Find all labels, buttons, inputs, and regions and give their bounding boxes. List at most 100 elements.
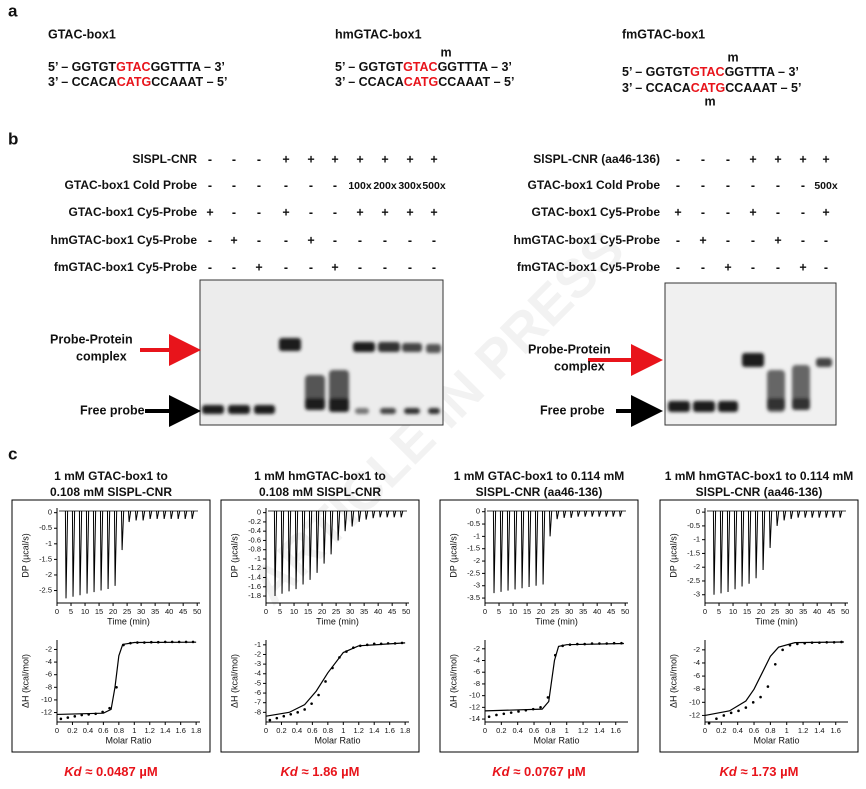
x-tick-label: 0.4 bbox=[732, 726, 742, 735]
injection-peak bbox=[747, 510, 752, 584]
injection-peak bbox=[273, 510, 278, 597]
lane-cell: - bbox=[284, 178, 288, 192]
injection-peak bbox=[797, 510, 801, 518]
data-point bbox=[296, 711, 299, 714]
x-tick-label: 1.2 bbox=[354, 726, 364, 735]
data-point bbox=[751, 701, 755, 704]
sequence-part: CATG bbox=[117, 75, 152, 89]
data-point bbox=[539, 706, 542, 709]
x-tick-label: 40 bbox=[593, 607, 601, 616]
fit-curve bbox=[484, 642, 624, 712]
kd-value: ≈ 0.0487 µM bbox=[82, 764, 158, 779]
injection-peak bbox=[113, 510, 118, 586]
data-point bbox=[509, 711, 513, 714]
x-tick-label: 45 bbox=[179, 607, 187, 616]
methyl-mark: m bbox=[704, 94, 715, 108]
x-tick-label: 1 bbox=[785, 726, 789, 735]
y-tick-label: -6 bbox=[254, 688, 261, 697]
x-tick-label: 1.6 bbox=[831, 726, 841, 735]
row-label: SlSPL-CNR (aa46-136) bbox=[533, 152, 660, 166]
injection-peak bbox=[71, 510, 76, 597]
y-tick-label: -1.8 bbox=[248, 591, 261, 600]
sequence: 3’ – CCACACATGCCAAAT – 5’ bbox=[48, 75, 227, 89]
x-tick-label: 0.8 bbox=[323, 726, 333, 735]
lane-cell: + bbox=[381, 205, 388, 219]
injection-peak bbox=[294, 510, 299, 590]
injection-peak bbox=[584, 510, 588, 517]
x-tick-label: 0 bbox=[264, 607, 268, 616]
injection-peak bbox=[92, 510, 97, 593]
y-tick-label: -12 bbox=[689, 710, 700, 719]
y-tick-label: -8 bbox=[693, 684, 700, 693]
data-point bbox=[275, 716, 279, 720]
injection-peak bbox=[492, 510, 497, 594]
x-tick-label: 0.6 bbox=[98, 726, 108, 735]
x-tick-label: 30 bbox=[137, 607, 145, 616]
lane-cell: - bbox=[776, 178, 780, 192]
y-tick-label: -12 bbox=[41, 708, 52, 717]
y-tick-label: -8 bbox=[254, 707, 261, 716]
x-tick-label: 0 bbox=[264, 726, 268, 735]
sequence-part: 5’ – GGTGT bbox=[335, 60, 403, 74]
x-tick-label: 30 bbox=[565, 607, 573, 616]
panel-label: c bbox=[8, 444, 17, 463]
lane-cell: - bbox=[208, 152, 212, 166]
x-tick-label: 50 bbox=[193, 607, 201, 616]
lane-cell: - bbox=[232, 205, 236, 219]
x-tick-label: 45 bbox=[388, 607, 396, 616]
lane-cell: + bbox=[356, 152, 363, 166]
lane-cell: - bbox=[801, 205, 805, 219]
lane-cell: 200x bbox=[373, 180, 397, 192]
injection-peak bbox=[776, 510, 780, 526]
x-axis-label: Molar Ratio bbox=[533, 735, 579, 745]
x-tick-label: 5 bbox=[717, 607, 721, 616]
x-axis-label: Time (min) bbox=[316, 616, 359, 626]
row-label: GTAC-box1 Cold Probe bbox=[528, 178, 661, 192]
x-tick-label: 0 bbox=[703, 726, 707, 735]
y-axis-label: DP (µcal/s) bbox=[229, 533, 239, 578]
sequence-part: CCAAAT – 5’ bbox=[725, 81, 801, 95]
x-tick-label: 20 bbox=[109, 607, 117, 616]
x-tick-label: 0.6 bbox=[529, 726, 539, 735]
x-tick-label: 1.8 bbox=[191, 726, 201, 735]
injection-peak bbox=[825, 510, 829, 518]
y-axis-label: DP (µcal/s) bbox=[448, 533, 458, 578]
lane-cell: - bbox=[358, 233, 362, 247]
lane-cell: - bbox=[432, 260, 436, 274]
x-tick-label: 30 bbox=[785, 607, 793, 616]
injection-peak bbox=[513, 510, 518, 590]
sequence-part: GTAC bbox=[690, 65, 725, 79]
x-tick-label: 10 bbox=[290, 607, 298, 616]
x-tick-label: 1.6 bbox=[384, 726, 394, 735]
sequence-part: CCAAAT – 5’ bbox=[438, 75, 514, 89]
lane-cell: - bbox=[309, 260, 313, 274]
lane-cell: + bbox=[331, 260, 338, 274]
row-label: fmGTAC-box1 Cy5-Probe bbox=[517, 260, 660, 274]
injection-peak bbox=[315, 510, 320, 573]
y-tick-label: -1.6 bbox=[248, 582, 261, 591]
data-point bbox=[317, 693, 320, 697]
data-point bbox=[289, 712, 293, 716]
lane-cell: - bbox=[751, 260, 755, 274]
sequence-part: 3’ – CCACA bbox=[48, 75, 117, 89]
injection-peak bbox=[301, 510, 306, 585]
injection-peak bbox=[527, 510, 532, 587]
injection-peak bbox=[619, 510, 623, 517]
injection-peak bbox=[64, 510, 69, 599]
y-tick-label: -0.5 bbox=[39, 523, 52, 532]
injection-peak bbox=[191, 510, 195, 520]
lane-cell: - bbox=[232, 178, 236, 192]
injection-peak bbox=[598, 510, 602, 517]
lane-cell: - bbox=[432, 233, 436, 247]
y-tick-label: -5 bbox=[254, 678, 261, 687]
x-tick-label: 25 bbox=[332, 607, 340, 616]
itc-title: 0.108 mM SlSPL-CNR bbox=[259, 485, 381, 499]
lane-cell: + bbox=[406, 152, 413, 166]
lane-cell: - bbox=[257, 233, 261, 247]
complex-label: complex bbox=[554, 359, 605, 373]
complex-label: Probe-Protein bbox=[50, 332, 133, 346]
x-tick-label: 20 bbox=[318, 607, 326, 616]
x-tick-label: 1.6 bbox=[175, 726, 185, 735]
injection-peak bbox=[156, 510, 160, 520]
y-tick-label: -2 bbox=[45, 570, 52, 579]
